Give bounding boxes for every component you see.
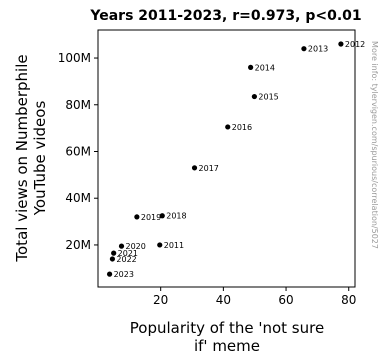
data-point (191, 165, 198, 171)
data-point (159, 213, 165, 219)
y-tick-label: 80M (65, 98, 91, 112)
y-tick-label: 40M (65, 191, 91, 205)
x-tick-label: 80 (341, 293, 356, 307)
x-axis-label-line-1: Popularity of the 'not sure (130, 319, 324, 337)
y-tick-label: 100M (58, 51, 91, 65)
data-point (118, 243, 125, 249)
data-point (225, 124, 231, 130)
data-point-label: 2023 (114, 270, 134, 279)
data-point-label: 2018 (166, 212, 186, 221)
data-point (111, 250, 117, 256)
chart-title: Years 2011-2023, r=0.973, p<0.01 (89, 8, 361, 24)
source-note: More info: tylervigen.com/spurious/corre… (370, 41, 379, 249)
y-axis: 20M 40M 60M 80M 100M (58, 51, 98, 252)
data-point (338, 41, 344, 47)
data-point-label: 2013 (308, 45, 328, 54)
data-point-label: 2020 (126, 242, 146, 251)
data-point (301, 46, 307, 52)
data-point (134, 214, 140, 220)
data-point-label: 2014 (255, 63, 275, 72)
data-point (251, 93, 257, 100)
point-labels: 2011 2012 2013 2014 2015 2016 2017 2018 2019 2020… (114, 40, 366, 279)
data-point-label: 2017 (199, 164, 219, 173)
data-point-label: 2019 (141, 213, 161, 222)
data-point-label: 2012 (345, 40, 365, 49)
y-axis-label-line-2: YouTube videos (31, 101, 49, 217)
data-point-label: 2015 (258, 93, 278, 102)
data-point-label: 2011 (164, 241, 184, 250)
y-tick-label: 60M (65, 144, 91, 158)
x-tick-label: 20 (153, 293, 168, 307)
y-axis-label-line-1: Total views on Numberphile (13, 54, 31, 262)
data-point (157, 242, 163, 248)
data-points (106, 41, 344, 277)
x-tick-label: 40 (216, 293, 231, 307)
x-tick-label: 60 (278, 293, 293, 307)
data-point (106, 271, 113, 277)
data-point-label: 2016 (232, 123, 252, 132)
y-tick-label: 20M (65, 238, 91, 252)
plot-area (97, 29, 356, 288)
x-axis-label-line-2: if' meme (194, 337, 260, 355)
x-axis: 20 40 60 80 (153, 287, 356, 307)
data-point-label: 2022 (116, 255, 136, 264)
data-point-label: 2021 (118, 249, 138, 258)
data-point (248, 64, 254, 70)
data-point (109, 256, 116, 262)
